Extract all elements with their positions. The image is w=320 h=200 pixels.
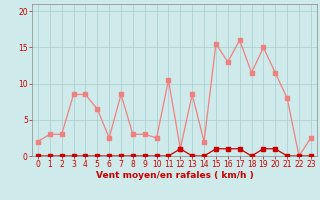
X-axis label: Vent moyen/en rafales ( km/h ): Vent moyen/en rafales ( km/h ) bbox=[96, 171, 253, 180]
